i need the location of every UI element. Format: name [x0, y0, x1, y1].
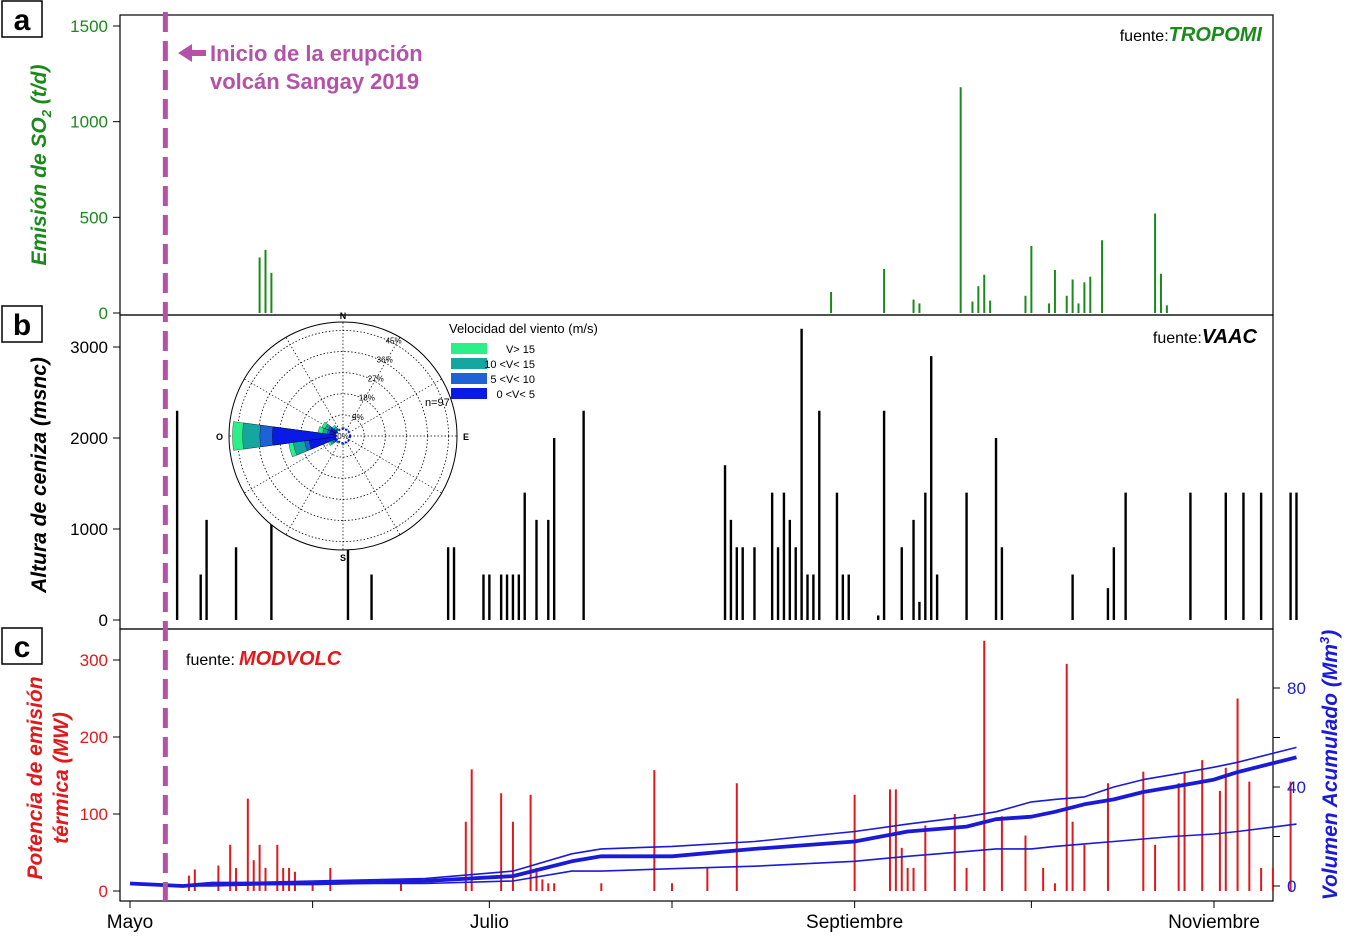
- left-arrow-icon: [178, 44, 206, 62]
- wind-rose-spoke: [342, 337, 401, 437]
- panel-b-plot: 0 1000 2000 3000: [70, 328, 1298, 630]
- panel-c-plot: 0 100 200 300 0 40 80: [80, 640, 1306, 901]
- panel-b-ytick-label: 1000: [70, 520, 108, 539]
- svg-text:fuente:VAAC: fuente:VAAC: [1153, 326, 1258, 348]
- wind-rose-spoke: [244, 435, 344, 494]
- panel-c-volume-line: [129, 755, 1297, 888]
- panel-c-y2tick-label: 80: [1287, 679, 1306, 698]
- panel-c-y2tick-label: 0: [1287, 877, 1296, 896]
- panel-letter-c: c: [1, 627, 43, 665]
- wind-rose-ring-label: 45%: [386, 336, 402, 345]
- panel-c-ytick-label: 200: [80, 728, 108, 747]
- svg-text:fuente:MODVOLC: fuente: MODVOLC: [186, 648, 342, 670]
- wind-rose-spoke: [342, 435, 442, 494]
- panel-c-ylabel-line1: Potencia de emisión: [24, 676, 47, 879]
- eruption-label-line2: volcán Sangay 2019: [210, 69, 419, 94]
- wind-rose-ring-label: 27%: [368, 375, 384, 384]
- wind-rose-spoke: [342, 378, 442, 437]
- panel-a-ytick-label: 0: [99, 304, 108, 323]
- source-c-prefix: fuente:: [186, 652, 235, 669]
- panel-a-ytick-label: 1500: [70, 17, 108, 36]
- wind-rose-legend-swatch: [451, 343, 487, 354]
- source-a-name: TROPOMI: [1169, 24, 1263, 46]
- panel-c-volume-line: [129, 823, 1297, 887]
- x-tick-label: Julio: [470, 912, 509, 933]
- wind-rose-legend-swatch: [451, 388, 487, 399]
- x-tick-label: Noviembre: [1168, 912, 1260, 933]
- wind-rose-legend-label: V> 15: [506, 344, 535, 356]
- source-b-name: VAAC: [1202, 326, 1258, 348]
- panel-letter-a: a: [1, 0, 43, 38]
- eruption-label-line1: Inicio de la erupción: [210, 41, 423, 66]
- panel-letter-a-text: a: [14, 4, 31, 37]
- panel-c-ytick-label: 300: [80, 651, 108, 670]
- panel-c-volume-line: [129, 746, 1297, 887]
- wind-rose-legend-swatch: [451, 358, 487, 369]
- wind-rose-n: n=97: [425, 397, 450, 409]
- panel-letter-b-text: b: [13, 309, 31, 342]
- panel-b-ylabel: Altura de ceniza (msnc): [28, 357, 51, 594]
- x-tick-label: Mayo: [107, 912, 153, 933]
- panel-b-ytick-label: 0: [99, 611, 108, 630]
- svg-text:fuente:TROPOMI: fuente:TROPOMI: [1120, 24, 1263, 46]
- panel-c-ytick-label: 0: [99, 882, 108, 901]
- panel-b-ytick-label: 3000: [70, 338, 108, 357]
- wind-rose-ring-label: 18%: [359, 394, 375, 403]
- source-c: fuente: MODVOLC: [186, 648, 342, 670]
- x-tick-label: Septiembre: [806, 912, 903, 933]
- source-a: fuente:TROPOMI: [1120, 24, 1263, 46]
- wind-rose-cardinal: E: [463, 432, 469, 442]
- panel-letter-b: b: [1, 305, 43, 343]
- wind-rose-ring-label: 36%: [377, 355, 393, 364]
- wind-rose-legend-label: 5 <V< 10: [490, 374, 535, 386]
- panel-c-ylabel-line2: térmica (MW): [50, 712, 73, 844]
- source-b-prefix: fuente:: [1153, 330, 1202, 347]
- wind-rose-ring-label: 0%: [337, 432, 349, 441]
- panel-a-ylabel: Emisión de SO2 (t/d): [28, 65, 54, 266]
- wind-rose-spoke: [285, 337, 344, 437]
- source-b: fuente:VAAC: [1153, 326, 1258, 348]
- wind-rose-petal: [272, 426, 344, 446]
- source-c-name: MODVOLC: [239, 648, 342, 670]
- wind-rose-cardinal: S: [340, 553, 346, 563]
- wind-rose-legend: Velocidad del viento (m/s) V> 15 10 <V< 1…: [449, 321, 598, 401]
- wind-rose-legend-label: 10 <V< 15: [484, 359, 535, 371]
- wind-rose-legend-title: Velocidad del viento (m/s): [449, 321, 598, 336]
- panel-c-y2label: Volumen Acumulado (Mm3): [1317, 630, 1342, 901]
- wind-rose: N E S O 0% 9% 18% 27% 36% 45% n=97: [216, 311, 469, 563]
- panel-b-ytick-label: 2000: [70, 429, 108, 448]
- wind-rose-ring-label: 9%: [352, 413, 364, 422]
- wind-rose-legend-swatch: [451, 373, 487, 384]
- wind-rose-cardinal: N: [340, 311, 347, 321]
- panel-a-plot: 0 500 1000 1500: [70, 17, 1168, 323]
- wind-rose-calm: [335, 428, 351, 444]
- wind-rose-legend-label: 0 <V< 5: [496, 389, 535, 401]
- panel-c-y2tick-label: 40: [1287, 778, 1306, 797]
- x-axis: Mayo Julio Septiembre Noviembre: [107, 901, 1260, 933]
- wind-rose-petal: [308, 435, 344, 450]
- source-a-prefix: fuente:: [1120, 28, 1169, 45]
- wind-rose-spoke: [342, 435, 401, 535]
- panel-a-ytick-label: 500: [80, 208, 108, 227]
- wind-rose-spoke: [285, 435, 344, 535]
- wind-rose-cardinal: O: [216, 432, 223, 442]
- panel-c-ytick-label: 100: [80, 805, 108, 824]
- panel-letter-c-text: c: [14, 631, 31, 664]
- panel-a-ytick-label: 1000: [70, 113, 108, 132]
- eruption-annotation: Inicio de la erupción volcán Sangay 2019: [178, 41, 423, 94]
